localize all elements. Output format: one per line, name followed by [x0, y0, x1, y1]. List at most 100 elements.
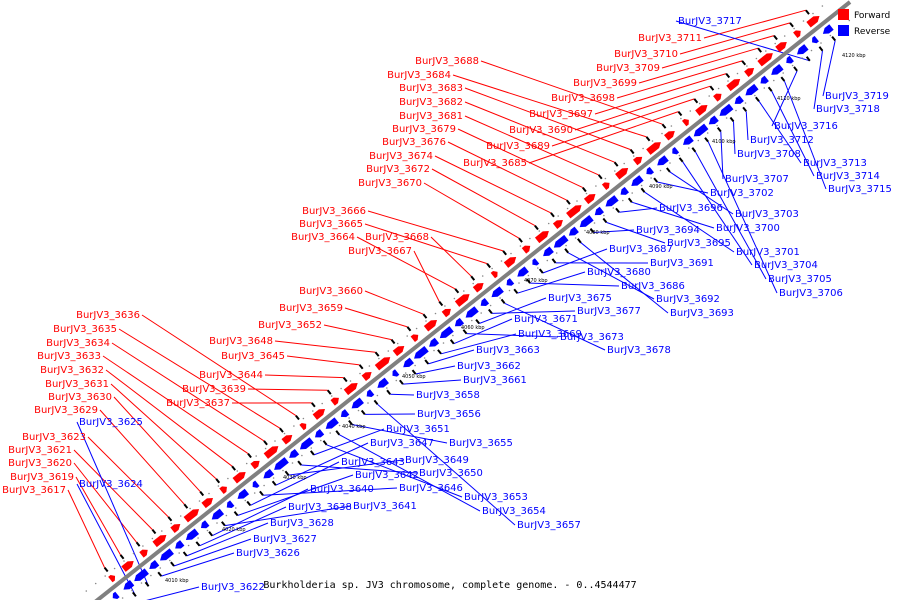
forward-gene-label: BurJV3_3620 [8, 458, 72, 469]
forward-connector [703, 9, 807, 39]
reverse-gene-label: BurJV3_3693 [670, 308, 734, 319]
forward-gene-label: BurJV3_3639 [182, 384, 246, 395]
reverse-gene-label: BurJV3_3641 [353, 501, 417, 512]
reverse-gene [631, 175, 644, 186]
reverse-gene [340, 409, 350, 418]
guide-dot [697, 139, 700, 142]
reverse-gene [185, 528, 200, 540]
reverse-connector [606, 221, 666, 244]
reverse-gene [760, 75, 769, 84]
reverse-gene [620, 186, 630, 195]
feature-pointer [767, 86, 773, 92]
feature-pointer [755, 96, 760, 102]
guide-dot [94, 582, 97, 585]
feature-pointer [390, 338, 396, 345]
forward-connector [364, 290, 424, 315]
feature-pointer [780, 76, 786, 82]
guide-dot [688, 147, 690, 149]
guide-dot [461, 327, 464, 329]
guide-dot [584, 229, 586, 232]
forward-connector [67, 489, 106, 568]
feature-pointer [348, 419, 353, 426]
forward-gene [806, 16, 820, 28]
reverse-gene [289, 448, 300, 458]
guide-dot [659, 169, 662, 172]
forward-gene [793, 30, 801, 39]
feature-pointer [233, 510, 239, 517]
guide-dot [510, 252, 512, 255]
feature-pointer [488, 308, 493, 315]
guide-dot [293, 425, 295, 427]
forward-connector [73, 449, 153, 530]
feature-pointer [386, 389, 391, 395]
reverse-connector [161, 552, 235, 577]
guide-dot [423, 357, 426, 359]
reverse-gene [682, 135, 694, 145]
guide-dot [159, 567, 162, 569]
forward-connector [264, 374, 344, 379]
reverse-gene [786, 55, 794, 64]
guide-dot [253, 492, 256, 494]
reverse-gene [491, 286, 504, 298]
guide-dot [604, 177, 607, 180]
guide-dot [736, 72, 739, 75]
forward-gene-label: BurJV3_3634 [46, 338, 110, 349]
forward-gene [392, 345, 405, 357]
guide-dot [735, 109, 737, 112]
guide-dot [678, 154, 681, 157]
reverse-gene-label: BurJV3_3703 [735, 209, 799, 220]
feature-pointer [627, 197, 633, 203]
guide-dot [537, 267, 539, 269]
feature-pointer [411, 369, 417, 375]
feature-pointer [729, 116, 735, 123]
forward-connector [247, 388, 328, 391]
guide-dot [650, 177, 652, 179]
feature-pointer [183, 503, 189, 509]
reverse-gene [314, 429, 325, 438]
feature-pointer [326, 389, 332, 395]
feature-pointer [693, 98, 699, 104]
guide-dot [848, 19, 851, 22]
guide-dot [566, 207, 569, 210]
guide-dot [236, 470, 239, 472]
reverse-gene-label: BurJV3_3708 [737, 149, 801, 160]
feature-pointer [602, 217, 608, 224]
reverse-gene [200, 520, 210, 529]
reverse-connector [351, 424, 448, 444]
reverse-gene-label: BurJV3_3622 [201, 582, 265, 593]
guide-dot [404, 372, 407, 374]
feature-pointer [613, 161, 619, 167]
reverse-gene [693, 123, 709, 137]
guide-dot [387, 350, 390, 352]
feature-pointer [151, 528, 157, 535]
feature-pointer [789, 22, 794, 28]
forward-gene-label: BurJV3_3648 [209, 336, 273, 347]
forward-gene-label: BurJV3_3684 [387, 70, 451, 81]
forward-gene [632, 156, 643, 166]
guide-dot [622, 199, 624, 202]
forward-gene-label: BurJV3_3670 [358, 178, 422, 189]
reverse-gene [366, 389, 375, 397]
reverse-connector [402, 379, 462, 385]
reverse-gene-label: BurJV3_3677 [577, 306, 641, 317]
guide-dot [595, 185, 597, 187]
feature-pointer [725, 72, 731, 79]
tick-label: 4030 kbp [283, 475, 307, 481]
feature-pointer [704, 137, 709, 143]
forward-gene [139, 549, 148, 558]
forward-gene [361, 371, 372, 381]
reverse-gene [414, 345, 429, 359]
reverse-connector [720, 131, 724, 180]
forward-gene-label: BurJV3_3631 [45, 379, 109, 390]
forward-connector [434, 155, 552, 214]
forward-gene-label: BurJV3_3697 [529, 109, 593, 120]
guide-dot [178, 552, 180, 554]
forward-gene [263, 446, 279, 459]
reverse-gene [708, 115, 719, 125]
reverse-connector [530, 282, 620, 287]
guide-dot [829, 34, 832, 37]
feature-pointer [518, 237, 523, 243]
feature-pointer [577, 238, 582, 244]
guide-dot [85, 590, 88, 592]
reverse-gene-label: BurJV3_3669 [518, 329, 582, 340]
